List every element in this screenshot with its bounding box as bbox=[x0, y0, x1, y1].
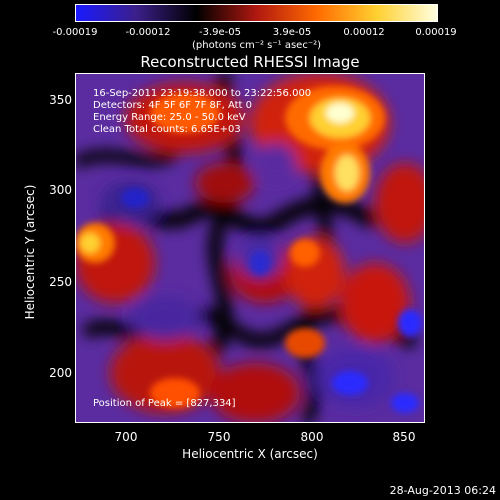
x-tick: 700 bbox=[114, 430, 138, 444]
colorbar-tick: 0.00019 bbox=[415, 27, 457, 38]
y-tick: 300 bbox=[49, 183, 72, 197]
y-tick: 350 bbox=[49, 93, 72, 107]
x-tick: 750 bbox=[207, 430, 231, 444]
y-tick: 250 bbox=[49, 275, 72, 289]
clean-info: Clean Total counts: 6.65E+03 bbox=[93, 124, 241, 135]
image-title: Reconstructed RHESSI Image bbox=[140, 53, 360, 71]
colorbar-tick: -3.9e-05 bbox=[199, 27, 241, 38]
time-range: 16-Sep-2011 23:19:38.000 to 23:22:56.000 bbox=[93, 88, 312, 99]
colorbar-tick: 0.00012 bbox=[343, 27, 385, 38]
detectors-info: Detectors: 4F 5F 6F 7F 8F, Att 0 bbox=[93, 100, 253, 111]
colorbar-tick: 3.9e-05 bbox=[272, 27, 312, 38]
colorbar bbox=[75, 4, 438, 22]
x-axis-label: Heliocentric X (arcsec) bbox=[182, 447, 318, 461]
solar-image bbox=[75, 73, 425, 423]
x-tick: 850 bbox=[392, 430, 416, 444]
energy-range: Energy Range: 25.0 - 50.0 keV bbox=[93, 112, 246, 123]
colorbar-tick: -0.00012 bbox=[125, 27, 171, 38]
y-tick: 200 bbox=[49, 366, 72, 380]
rhessi-image-map bbox=[75, 73, 425, 423]
peak-position: Position of Peak = [827,334] bbox=[93, 398, 236, 409]
x-tick: 800 bbox=[300, 430, 324, 444]
y-axis-label: Heliocentric Y (arcsec) bbox=[23, 184, 37, 320]
colorbar-units: (photons cm⁻² s⁻¹ asec⁻²) bbox=[191, 40, 322, 51]
footer-date: 28-Aug-2013 06:24 bbox=[389, 484, 496, 497]
colorbar-tick: -0.00019 bbox=[52, 27, 98, 38]
